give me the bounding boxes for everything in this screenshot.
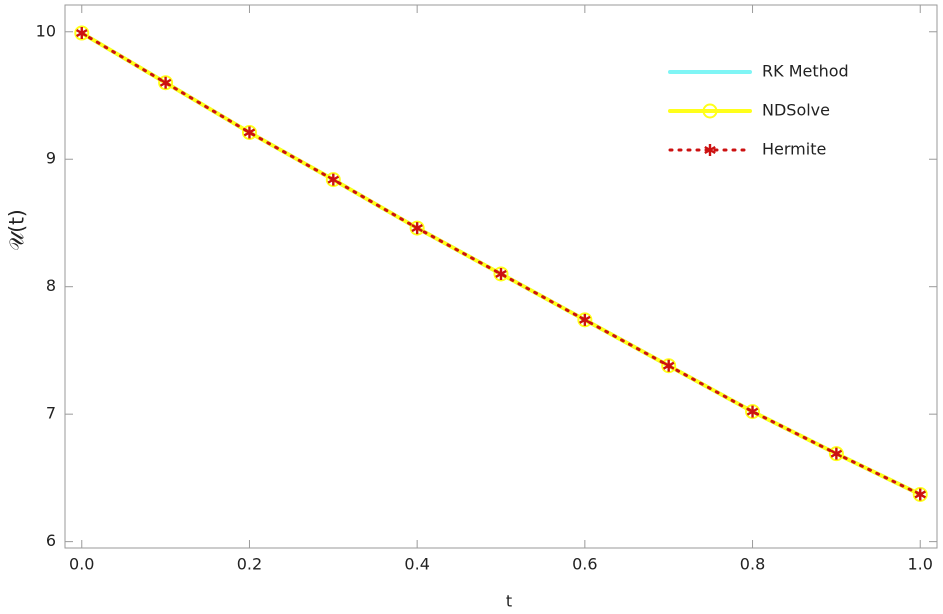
data-point [74, 25, 90, 41]
y-tick-label: 10 [36, 21, 56, 40]
legend-label: RK Method [762, 62, 849, 81]
data-point [409, 220, 425, 236]
y-tick-label: 8 [46, 276, 56, 295]
data-point [495, 267, 507, 280]
x-tick-label: 1.0 [908, 555, 933, 574]
legend-label: NDSolve [762, 101, 830, 120]
data-point [159, 76, 172, 89]
x-tick-label: 0.8 [740, 555, 765, 574]
data-point [662, 359, 675, 372]
data-point [493, 266, 509, 282]
legend-marker [704, 144, 716, 156]
y-tick-label: 9 [46, 149, 56, 168]
y-tick-label: 7 [46, 404, 56, 423]
y-axis-label: 𝒰(t) [5, 209, 29, 250]
x-tick-label: 0.6 [572, 555, 597, 574]
data-point [327, 173, 340, 186]
data-point [830, 447, 843, 460]
plot-frame [64, 4, 938, 549]
y-tick-label: 6 [46, 531, 56, 550]
data-point [75, 27, 88, 40]
data-point [914, 488, 927, 501]
x-tick-label: 0.2 [237, 555, 262, 574]
data-point [243, 126, 256, 139]
data-point [828, 446, 844, 462]
data-point [577, 312, 593, 328]
legend-marker [702, 103, 718, 119]
data-point [661, 358, 677, 374]
x-axis-label: t [506, 592, 512, 611]
data-point [241, 124, 257, 140]
data-point [912, 486, 928, 502]
data-point [325, 172, 341, 188]
x-tick-label: 0.0 [69, 555, 94, 574]
data-point [158, 75, 174, 91]
data-point [411, 222, 423, 235]
series-line [80, 31, 922, 496]
data-point [579, 313, 591, 326]
data-point [746, 405, 759, 418]
data-point [745, 404, 761, 420]
x-tick-label: 0.4 [404, 555, 429, 574]
legend-label: Hermite [762, 140, 826, 159]
